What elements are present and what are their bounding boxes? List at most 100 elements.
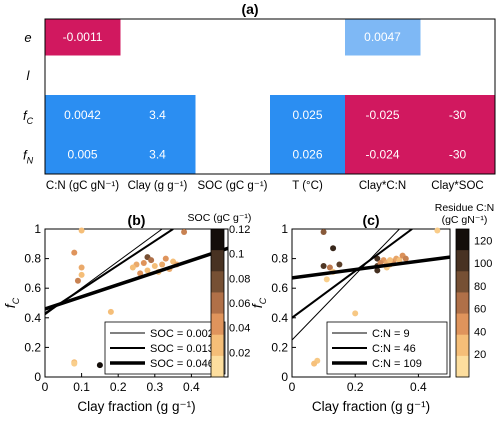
data-point (74, 277, 81, 284)
data-point (374, 267, 381, 274)
y-tick-label: 0.8 (24, 252, 41, 266)
colorbar-segment (456, 229, 469, 251)
heatmap-cell (420, 135, 496, 175)
fit-line (292, 229, 400, 341)
heatmap-cell-value: 0.005 (67, 148, 97, 162)
data-point (78, 271, 85, 278)
colorbar-segment (211, 271, 224, 293)
colorbar-segment (211, 355, 224, 378)
colorbar-segment (211, 250, 224, 272)
panel-a-label: (a) (241, 1, 258, 17)
colorbar-tick-label: 0.12 (229, 224, 250, 236)
x-axis-label: Clay fraction (g g⁻¹) (77, 399, 195, 414)
data-point (311, 360, 318, 367)
heatmap-cell-value: 3.4 (149, 148, 166, 162)
data-point (151, 263, 158, 269)
y-tick-label: 0.6 (271, 281, 288, 295)
heatmap-cell-value: -30 (449, 108, 467, 122)
y-tick-label: 0 (281, 370, 288, 384)
legend-entry: SOC = 0.046 (150, 358, 214, 370)
panel-label: (c) (362, 212, 379, 228)
data-point (137, 270, 144, 277)
panel-a: (a) -0.0011 0.0047 0.0042 3.4 0.025 -0.025 -30… (23, 1, 496, 192)
data-point (374, 255, 381, 262)
x-tick-label: 0.2 (347, 380, 364, 394)
heatmap-cell (345, 19, 421, 56)
fit-line (45, 229, 174, 315)
colorbar (455, 228, 470, 378)
heatmap-cell (270, 135, 346, 175)
y-tick-label: 0.6 (24, 281, 41, 295)
y-tick-label: 0.8 (271, 252, 288, 266)
data-point (320, 263, 327, 269)
plot-area (44, 228, 229, 378)
column-label: C:N (gC gN⁻¹) (46, 180, 119, 192)
colorbar-tick-label: 0.08 (229, 273, 250, 285)
x-axis-label: Clay fraction (g g⁻¹) (312, 399, 430, 414)
data-point (78, 264, 85, 271)
y-tick-label: 0 (34, 370, 41, 384)
row-labels: e l fC fN (23, 30, 34, 166)
heatmap-cell-value: -0.025 (365, 108, 399, 122)
data-point (320, 228, 327, 235)
colorbar-tick-label: 120 (474, 235, 492, 247)
y-tick-label: 0.2 (271, 340, 288, 354)
panel-c: (c) 0 0.2 0.4 0 0.2 0.4 0.6 0.8 1 Clay fraction (g… (249, 202, 494, 414)
data-point (78, 227, 85, 234)
colorbar-segment (211, 334, 224, 357)
heatmap-cell-value: -30 (449, 148, 467, 162)
colorbar-title: (gC gN⁻¹) (442, 214, 488, 226)
colorbar-segment (456, 271, 469, 293)
heatmap-cell (420, 95, 496, 136)
legend-entry: SOC = 0.002 (150, 328, 214, 340)
legend-entry: C:N = 46 (372, 343, 416, 355)
data-point (140, 260, 147, 267)
y-tick-label: 1 (281, 222, 288, 236)
legend-entry: C:N = 9 (372, 328, 410, 340)
panel-label: (b) (128, 212, 146, 228)
y-tick-label: 0.4 (271, 311, 288, 325)
heatmap-cell (345, 135, 421, 175)
colorbar-segment (456, 250, 469, 272)
heatmap-cell-value: -0.024 (365, 148, 399, 162)
x-tick-label: 0.1 (73, 380, 90, 394)
data-point (71, 249, 78, 256)
y-tick-label: 1 (34, 222, 41, 236)
x-tick-label: 0.4 (410, 380, 427, 394)
data-point (148, 257, 155, 264)
data-point (323, 276, 330, 283)
colorbar-segment (456, 313, 469, 336)
heatmap-cell (120, 135, 196, 175)
colorbar (210, 228, 225, 378)
heatmap-cell (120, 95, 196, 136)
data-point (107, 308, 114, 315)
column-labels: C:N (gC gN⁻¹) Clay (g g⁻¹) SOC (gC g⁻¹) T (… (46, 180, 484, 192)
colorbar-tick-label: 40 (474, 326, 486, 338)
colorbar-tick-label: 80 (474, 281, 486, 293)
x-tick-label: 0 (289, 380, 296, 394)
heatmap-cell (45, 95, 121, 136)
colorbar-title: SOC (gC g⁻¹) (188, 212, 252, 224)
data-point (402, 255, 409, 262)
data-point (352, 310, 359, 317)
x-tick-label: 0.4 (183, 380, 200, 394)
heatmap-cells: -0.0011 0.0047 0.0042 3.4 0.025 -0.025 -30 0.00… (45, 19, 496, 175)
data-point (159, 261, 166, 268)
colorbar-tick-label: 0.1 (229, 249, 244, 261)
heatmap-cell (270, 95, 346, 136)
heatmap-cell (45, 135, 121, 175)
data-point (144, 267, 151, 274)
row-label: fC (23, 108, 34, 126)
data-point (434, 227, 441, 234)
y-axis-label: fC (249, 297, 268, 308)
row-label: l (27, 68, 31, 83)
column-label: SOC (gC g⁻¹) (198, 180, 268, 192)
heatmap-cell-value: 0.0042 (64, 108, 101, 122)
heatmap-cell-value: -0.0011 (63, 30, 103, 44)
colorbar-tick-label: 60 (474, 304, 486, 316)
heatmap-cell (345, 95, 421, 136)
colorbar-segment (456, 334, 469, 357)
column-label: Clay*SOC (431, 180, 483, 192)
panel-a-frame (44, 18, 496, 175)
heatmap-cell-value: 0.0047 (364, 30, 401, 44)
